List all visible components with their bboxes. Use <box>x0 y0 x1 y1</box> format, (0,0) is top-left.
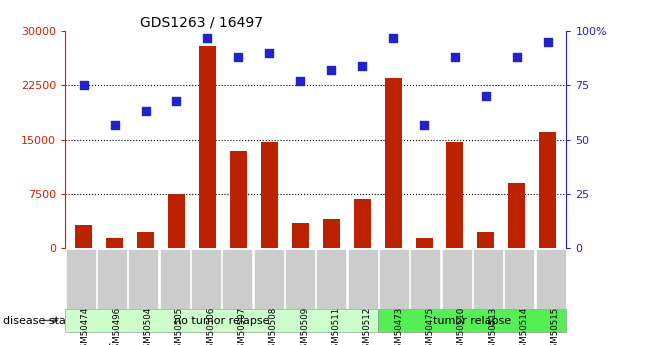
Point <box>450 55 460 60</box>
Bar <box>536 249 566 309</box>
Point <box>202 35 213 40</box>
Bar <box>191 249 221 309</box>
Text: GSM50506: GSM50506 <box>206 307 215 345</box>
Point <box>419 122 429 127</box>
Point <box>357 63 367 69</box>
Text: GSM50509: GSM50509 <box>300 307 309 345</box>
Text: disease state: disease state <box>3 316 77 325</box>
Bar <box>410 249 440 309</box>
Text: GSM50513: GSM50513 <box>488 307 497 345</box>
Point <box>79 82 89 88</box>
Text: GSM50507: GSM50507 <box>238 307 247 345</box>
Bar <box>415 238 432 248</box>
Bar <box>261 142 278 248</box>
Bar <box>159 249 190 309</box>
Text: GSM50514: GSM50514 <box>519 307 529 345</box>
Text: count: count <box>81 343 113 345</box>
Text: GSM50512: GSM50512 <box>363 307 372 345</box>
Text: no tumor relapse: no tumor relapse <box>174 316 270 325</box>
Bar <box>254 249 284 309</box>
Bar <box>65 309 378 332</box>
Bar <box>66 249 96 309</box>
Text: GSM50508: GSM50508 <box>269 307 278 345</box>
Bar <box>106 237 123 248</box>
Bar <box>505 249 534 309</box>
Bar <box>168 194 185 248</box>
Bar <box>75 225 92 248</box>
Bar <box>539 132 557 248</box>
Text: GSM50496: GSM50496 <box>112 307 121 345</box>
Bar <box>230 150 247 248</box>
Bar <box>378 309 566 332</box>
Text: GSM50475: GSM50475 <box>425 307 434 345</box>
Bar <box>385 78 402 248</box>
Point <box>264 50 275 56</box>
Bar <box>223 249 253 309</box>
Bar <box>379 249 409 309</box>
Point <box>388 35 398 40</box>
Text: GDS1263 / 16497: GDS1263 / 16497 <box>141 16 263 30</box>
Bar <box>508 183 525 248</box>
Text: GSM50515: GSM50515 <box>551 307 560 345</box>
Point <box>326 67 337 73</box>
Point <box>233 55 243 60</box>
Bar <box>137 232 154 248</box>
Bar <box>348 249 378 309</box>
Bar <box>323 219 340 248</box>
Bar <box>285 249 315 309</box>
Point <box>171 98 182 104</box>
Text: tumor relapse: tumor relapse <box>434 316 512 325</box>
Bar <box>97 249 127 309</box>
Point <box>141 109 151 114</box>
Bar <box>477 233 494 248</box>
Bar <box>441 249 472 309</box>
Bar <box>199 46 216 248</box>
Text: GSM50510: GSM50510 <box>457 307 465 345</box>
Point <box>109 122 120 127</box>
Bar <box>447 142 464 248</box>
Text: GSM50473: GSM50473 <box>394 307 403 345</box>
Bar <box>353 199 370 248</box>
Text: GSM50474: GSM50474 <box>81 307 90 345</box>
Bar <box>292 223 309 248</box>
Text: GSM50504: GSM50504 <box>143 307 152 345</box>
Text: GSM50511: GSM50511 <box>331 307 340 345</box>
Point <box>512 55 522 60</box>
Bar <box>316 249 346 309</box>
Bar <box>473 249 503 309</box>
Bar <box>128 249 158 309</box>
Point <box>542 39 553 45</box>
Point <box>480 93 491 99</box>
Point <box>295 78 305 84</box>
Text: GSM50505: GSM50505 <box>174 307 184 345</box>
